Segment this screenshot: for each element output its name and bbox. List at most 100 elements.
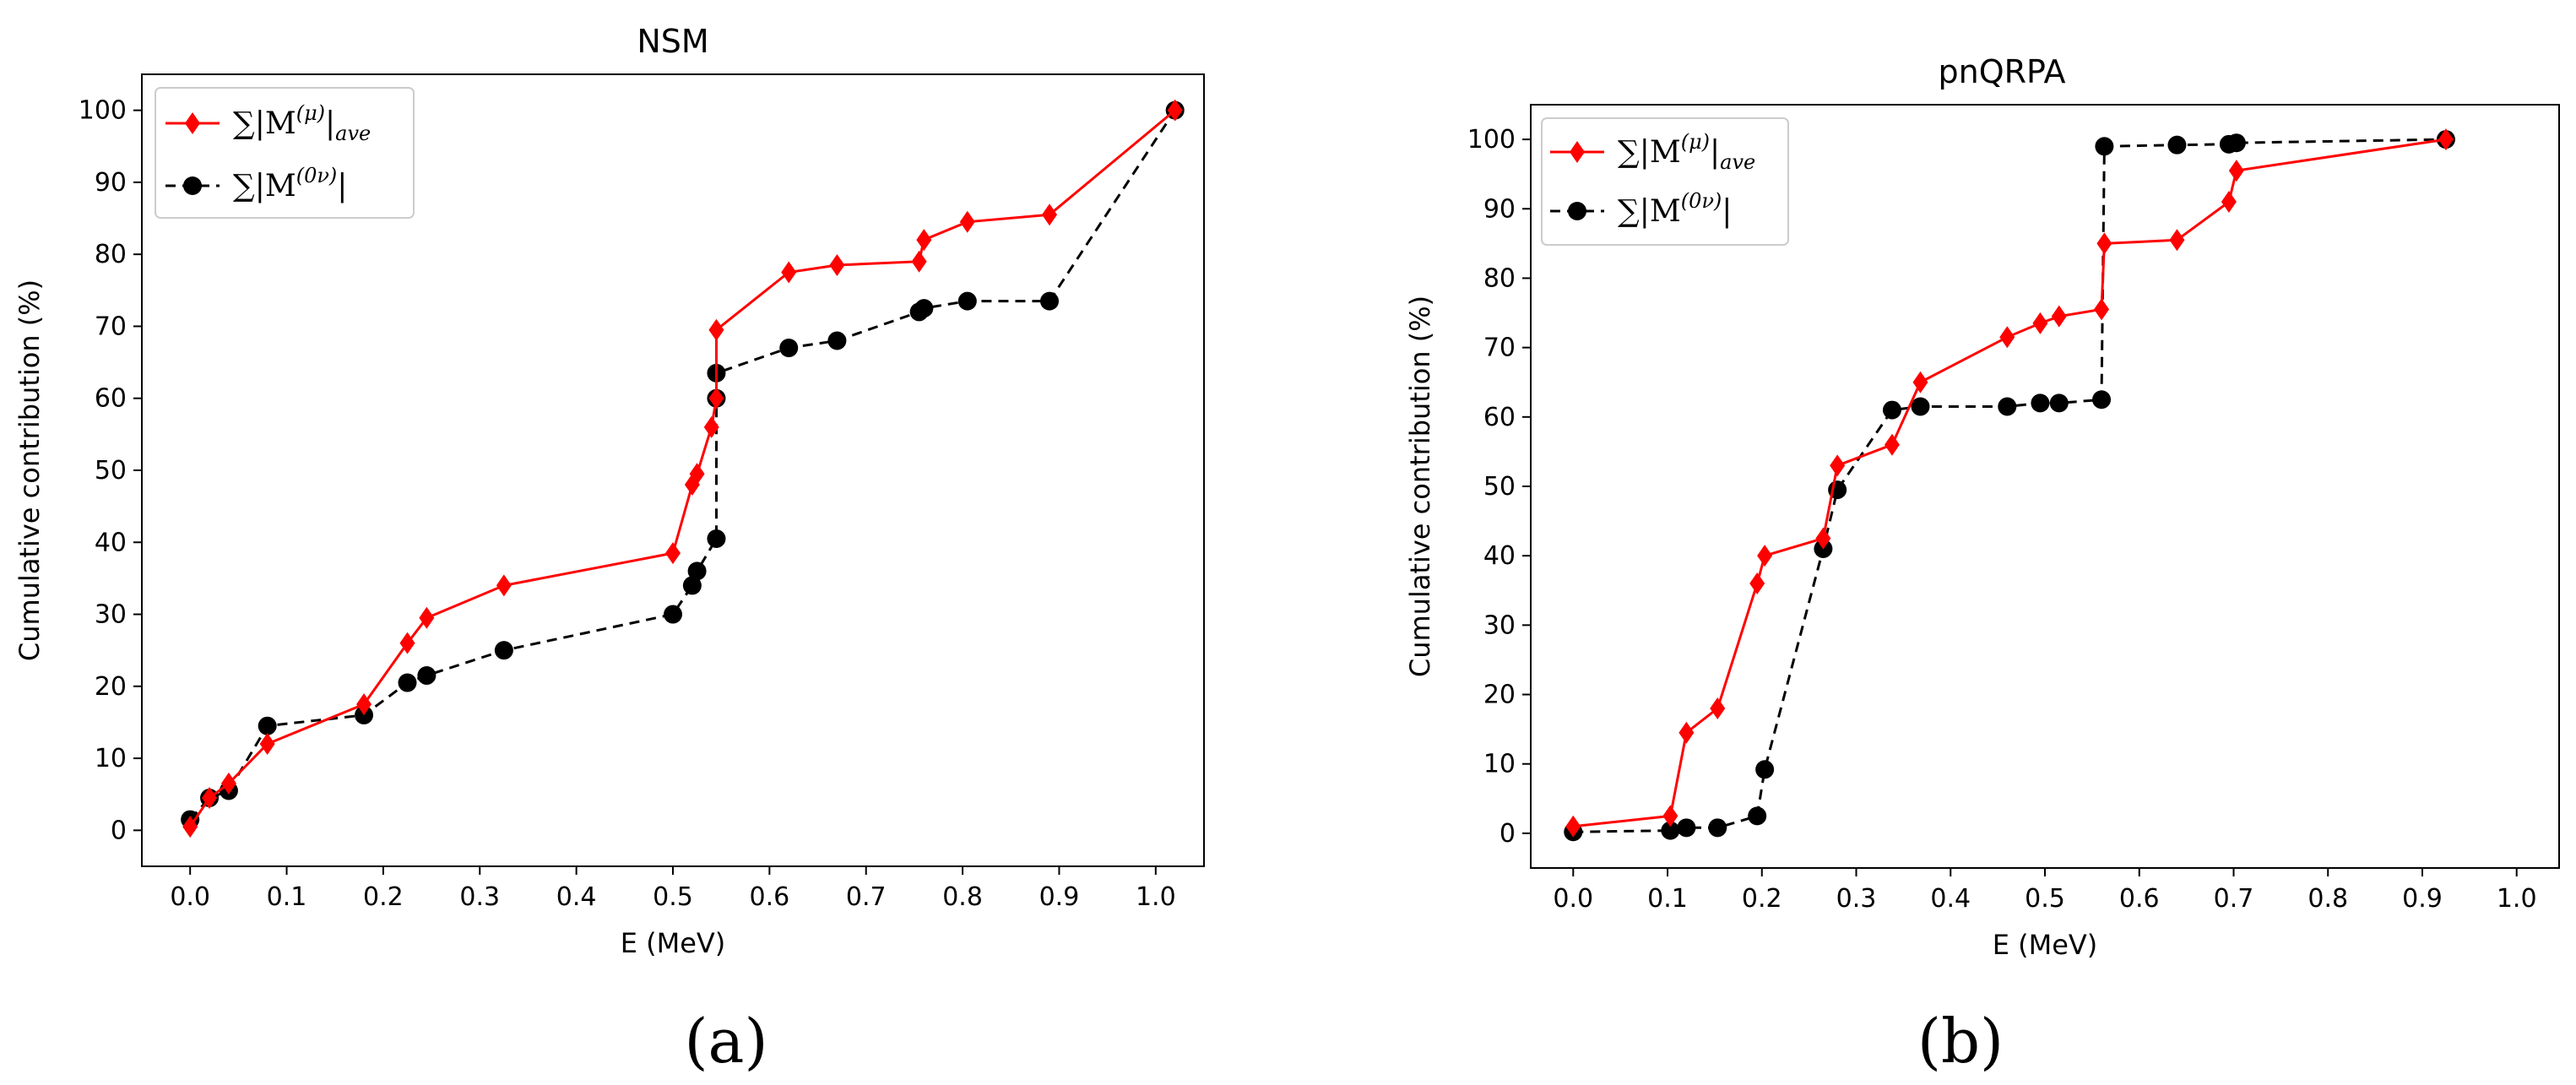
series-red [182,99,1183,838]
y-axis-label: Cumulative contribution (%) [14,279,46,661]
y-tick-label: 40 [95,528,127,557]
data-point [914,299,934,318]
data-point [911,250,927,273]
x-tick-label: 0.5 [653,882,693,912]
y-tick-label: 80 [1483,263,1516,293]
data-point [356,693,372,716]
plot-frame [1530,104,2560,869]
chart-title: NSM [637,23,708,60]
y-tick-label: 60 [1483,403,1516,432]
data-point [259,733,275,756]
data-point [957,291,977,311]
data-point [417,666,437,686]
x-tick-label: 0.2 [363,882,404,912]
x-axis: 0.0 0.1 0.2 0.3 0.4 0.5 0.6 0.7 0.8 0.9 1.0 [1553,868,2537,914]
y-tick-label: 20 [1483,681,1516,710]
x-tick-label: 0.0 [1553,884,1593,914]
data-point [220,772,236,795]
data-point [399,632,415,654]
y-tick-label: 20 [95,672,127,702]
data-point [1755,760,1775,779]
x-tick-label: 1.0 [2497,884,2537,914]
data-point [1757,545,1773,567]
x-tick-label: 0.3 [459,882,500,912]
data-point [1708,818,1727,838]
data-point [781,261,797,284]
x-tick-label: 0.8 [2308,884,2348,914]
legend-label: ∑|M(μ)|ave [1618,130,1755,174]
x-tick-label: 0.2 [1742,884,1782,914]
plot-frame [141,73,1205,867]
data-point [916,229,932,252]
data-point [2049,393,2069,413]
y-axis-label: Cumulative contribution (%) [1404,296,1436,677]
data-point [398,673,417,692]
y-tick-label: 100 [79,96,127,126]
x-tick-label: 0.1 [267,882,307,912]
data-point [2092,390,2112,410]
data-point [2031,393,2050,413]
legend-label: ∑|M(μ)|ave [233,101,371,145]
legend-entry: ∑|M(0ν)| [1550,189,1732,229]
x-tick-label: 0.4 [556,882,597,912]
data-point [258,716,277,735]
data-point [708,318,724,341]
y-axis: 0 10 20 30 40 50 60 70 80 90 100 [79,96,142,845]
y-tick-label: 30 [1483,610,1516,640]
y-tick-label: 40 [1483,541,1516,571]
legend: ∑|M(μ)|ave ∑|M(0ν)| [155,87,415,219]
x-tick-label: 0.7 [2214,884,2254,914]
data-point [1748,806,1767,826]
caption: (b) [1917,1006,2004,1077]
legend-marker-diamond [1570,141,1585,163]
data-point [703,415,719,438]
data-point [2096,232,2112,255]
x-tick-label: 0.8 [942,882,983,912]
x-tick-label: 0.1 [1647,884,1688,914]
data-point [494,641,513,660]
x-tick-label: 0.4 [1930,884,1971,914]
data-point [1911,397,1930,416]
data-point [689,463,705,486]
y-tick-label: 80 [95,240,127,269]
data-point [1565,815,1581,838]
y-tick-label: 100 [1467,125,1516,155]
x-axis: 0.0 0.1 0.2 0.3 0.4 0.5 0.6 0.7 0.8 0.9 1.0 [170,866,1176,912]
y-tick-label: 50 [95,456,127,486]
data-point [1999,326,2015,349]
data-point [708,387,724,410]
data-point [2169,229,2185,252]
legend-label: ∑|M(0ν)| [233,164,347,203]
data-point [1678,721,1695,744]
y-tick-label: 10 [95,744,127,773]
legend-entry: ∑|M(μ)|ave [1550,130,1755,174]
data-point [2226,133,2246,153]
data-point [1710,697,1726,719]
data-point [1040,291,1060,311]
data-point [202,786,218,809]
x-axis-label: E (MeV) [621,927,726,959]
data-point [182,816,198,838]
x-tick-label: 0.6 [750,882,790,912]
legend-label: ∑|M(0ν)| [1618,189,1732,229]
legend-entry: ∑|M(μ)|ave [165,101,371,145]
data-point [2095,137,2114,156]
series-red [1565,128,2454,838]
x-tick-label: 0.3 [1836,884,1877,914]
data-point [1815,527,1831,550]
data-point [1167,99,1183,122]
data-point [2032,312,2048,334]
data-point [2094,298,2110,321]
data-point [827,331,847,350]
data-point [1662,805,1678,827]
series-layer [1564,128,2455,842]
data-point [2438,128,2454,151]
y-tick-label: 90 [1483,194,1516,224]
x-tick-label: 0.5 [2025,884,2065,914]
series-layer [181,99,1185,838]
data-point [1912,371,1928,393]
legend-marker-diamond [185,112,200,134]
